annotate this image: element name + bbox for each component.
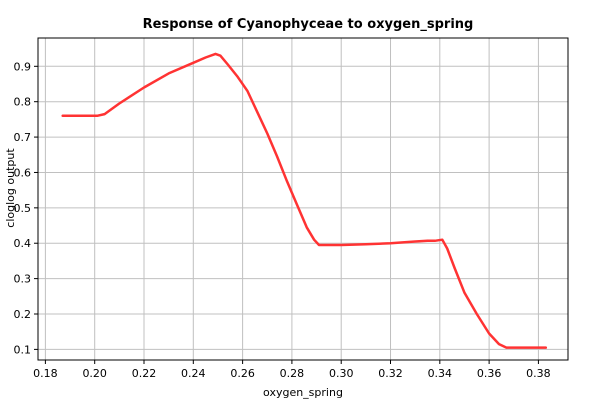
- y-tick-label: 0.5: [14, 202, 32, 215]
- y-tick-label: 0.1: [14, 343, 32, 356]
- x-tick-label: 0.22: [132, 367, 157, 380]
- y-tick-label: 0.6: [14, 166, 32, 179]
- plot-frame: [37, 37, 569, 361]
- x-tick-label: 0.38: [526, 367, 551, 380]
- series-layer: [61, 52, 548, 349]
- y-tick-label: 0.3: [14, 273, 32, 286]
- x-tick-label: 0.18: [33, 367, 58, 380]
- y-tick-label: 0.4: [14, 237, 32, 250]
- y-tick-label: 0.7: [14, 131, 32, 144]
- y-tick-label: 0.8: [14, 96, 32, 109]
- x-tick-label: 0.36: [477, 367, 502, 380]
- x-tick-label: 0.30: [329, 367, 354, 380]
- x-axis: 0.18 0.20 0.22 0.24 0.26 0.28 0.30 0.32 0.34 0.36…: [33, 360, 551, 380]
- x-tick-label: 0.34: [428, 367, 453, 380]
- series-line-0: [61, 52, 548, 349]
- y-tick-label: 0.2: [14, 308, 32, 321]
- y-axis: 0.1 0.2 0.3 0.4 0.5 0.6 0.7 0.8 0.9: [14, 60, 38, 356]
- x-tick-label: 0.26: [230, 367, 255, 380]
- x-tick-label: 0.24: [181, 367, 206, 380]
- x-tick-label: 0.20: [82, 367, 107, 380]
- x-tick-label: 0.32: [378, 367, 403, 380]
- y-tick-label: 0.9: [14, 60, 32, 73]
- grid: [38, 38, 568, 360]
- x-axis-label: oxygen_spring: [263, 386, 343, 399]
- chart-title: Response of Cyanophyceae to oxygen_sprin…: [143, 17, 474, 32]
- x-tick-label: 0.28: [280, 367, 305, 380]
- y-axis-label: cloglog output: [4, 148, 17, 228]
